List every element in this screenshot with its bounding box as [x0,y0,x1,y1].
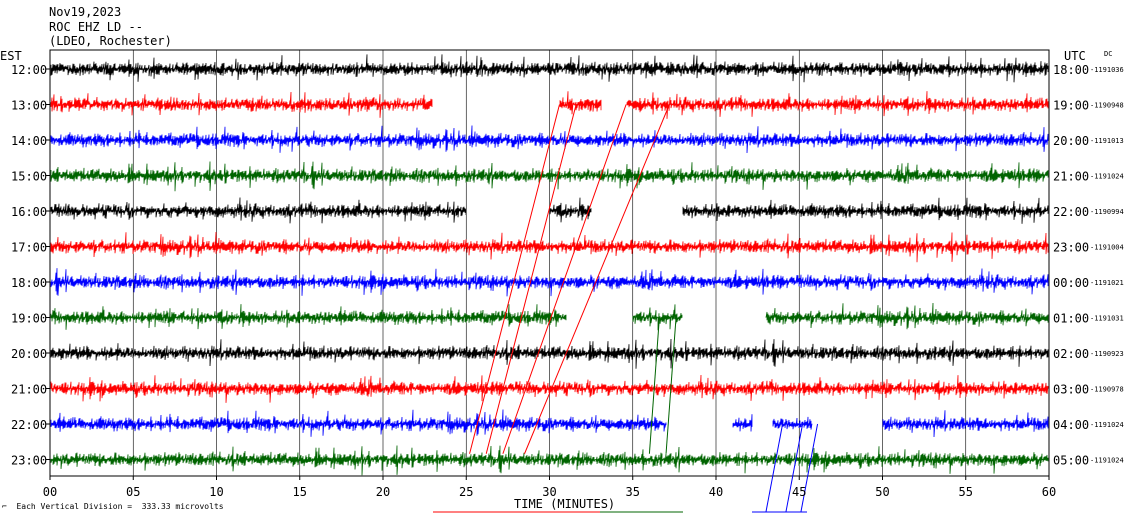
utc-hour-label: 01:00 [1053,312,1089,326]
trace-row-1800 [50,268,1049,297]
dc-offset-label: -1190994 [1090,208,1124,216]
event-line-0 [469,104,560,454]
scale-note: Each Vertical Division = 333.33 microvol… [16,502,224,511]
x-tick-label: 10 [209,485,223,499]
gridlines [132,50,967,476]
trace-row-2100 [50,374,1049,403]
est-hour-label: 16:00 [11,205,47,219]
dc-offset-label: -1191036 [1090,66,1124,74]
event-line-2 [502,104,627,454]
dc-offset-label: -1191024 [1090,173,1124,181]
utc-hour-label: 19:00 [1053,99,1089,113]
x-tick-label: 25 [459,485,473,499]
utc-hour-label: 23:00 [1053,241,1089,255]
dc-offset-label: -1190978 [1090,386,1124,394]
left-zone-label: EST [0,49,22,63]
utc-hour-label: 03:00 [1053,383,1089,397]
dc-offset-label: -1191021 [1090,279,1124,287]
event-line-8 [800,423,819,513]
seismic-traces [50,54,1049,476]
trace-row-1500 [50,161,1049,192]
dc-offset-label: -1191013 [1090,137,1124,145]
est-hour-labels: 12:00 13:00 14:00 15:00 16:00 17:00 18:00 19:00… [11,63,50,468]
dc-offset-label: -1191004 [1090,244,1124,252]
utc-hour-labels: 18:00 -1191036 19:00 -1190948 20:00 -1191013 2… [1053,63,1124,468]
trace-row-2200 [50,409,1049,438]
est-hour-label: 23:00 [11,454,47,468]
utc-hour-label: 02:00 [1053,347,1089,361]
scale-footnote: ⌐ Each Vertical Division = 333.33 microv… [2,502,224,511]
utc-hour-label: 05:00 [1053,454,1089,468]
event-line-5 [665,317,677,454]
utc-hour-label: 22:00 [1053,205,1089,219]
x-tick-label: 60 [1042,485,1056,499]
scale-mark: ⌐ [2,502,7,511]
x-axis-label: TIME (MINUTES) [514,497,615,511]
trace-row-1600 [50,197,1049,224]
est-hour-label: 22:00 [11,418,47,432]
dc-offset-label: -1190923 [1090,350,1124,358]
event-line-4 [648,317,660,454]
trace-row-2300 [50,445,1049,476]
event-line-3 [524,104,670,454]
x-tick-label: 30 [542,485,556,499]
dc-header-label: DC [1104,50,1112,58]
utc-hour-label: 04:00 [1053,418,1089,432]
x-tick-label: 50 [875,485,889,499]
station-network: (LDEO, Rochester) [49,34,172,48]
est-hour-label: 12:00 [11,63,47,77]
plot-date: Nov19,2023 [49,5,122,19]
x-tick-label: 05 [126,485,140,499]
est-hour-label: 18:00 [11,276,47,290]
x-tick-label: 40 [709,485,723,499]
dc-offset-label: -1191031 [1090,315,1124,323]
trace-row-1200 [50,54,1049,83]
right-zone-label: UTC [1064,49,1086,63]
trace-row-1400 [50,125,1049,154]
x-tick-labels: 00 05 10 15 20 25 30 35 40 45 50 55 60 [43,476,1056,499]
x-tick-label: 00 [43,485,57,499]
utc-hour-label: 00:00 [1053,276,1089,290]
station-code: ROC EHZ LD -- [49,20,143,34]
est-hour-label: 20:00 [11,347,47,361]
est-hour-label: 14:00 [11,134,47,148]
utc-hour-label: 21:00 [1053,170,1089,184]
utc-hour-label: 20:00 [1053,134,1089,148]
trace-row-1900 [50,302,1049,331]
utc-hour-label: 18:00 [1053,63,1089,77]
x-tick-label: 55 [959,485,973,499]
event-line-7 [785,423,804,513]
est-hour-label: 13:00 [11,99,47,113]
dc-offset-label: -1191024 [1090,421,1124,429]
dc-offset-label: -1190948 [1090,102,1124,110]
est-hour-label: 15:00 [11,170,47,184]
est-hour-label: 17:00 [11,241,47,255]
x-tick-label: 35 [626,485,640,499]
trace-row-2000 [50,338,1049,369]
x-tick-label: 15 [293,485,307,499]
trace-row-1700 [50,231,1049,263]
est-hour-label: 19:00 [11,312,47,326]
dc-offset-label: -1191024 [1090,457,1124,465]
x-tick-label: 45 [792,485,806,499]
x-tick-label: 20 [376,485,390,499]
event-lines [433,104,819,513]
event-line-6 [765,423,784,513]
event-line-1 [485,104,577,454]
trace-row-1300 [50,91,1049,119]
est-hour-label: 21:00 [11,383,47,397]
